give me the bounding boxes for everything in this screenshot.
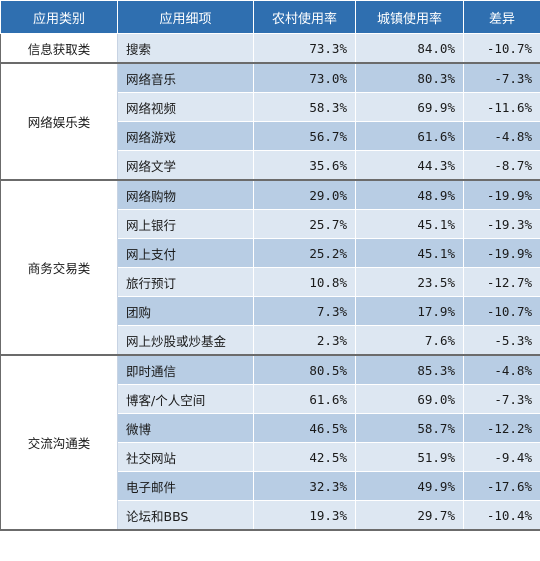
app-cell: 团购 bbox=[117, 296, 254, 326]
rural-rate-cell: 73.3% bbox=[253, 33, 356, 64]
app-cell: 网上银行 bbox=[117, 209, 254, 239]
diff-cell: -12.2% bbox=[463, 413, 540, 443]
rural-rate-cell: 19.3% bbox=[253, 500, 356, 531]
app-cell: 网上炒股或炒基金 bbox=[117, 325, 254, 356]
app-cell: 网络文学 bbox=[117, 150, 254, 181]
diff-cell: -19.9% bbox=[463, 238, 540, 268]
app-cell: 网络游戏 bbox=[117, 121, 254, 151]
urban-rate-cell: 51.9% bbox=[355, 442, 464, 472]
table-row: 网络视频 58.3% 69.9% -11.6% bbox=[1, 92, 540, 122]
table-row: 网络游戏 56.7% 61.6% -4.8% bbox=[1, 121, 540, 151]
diff-cell: -7.3% bbox=[463, 62, 540, 93]
category-cell: 信息获取类 bbox=[0, 33, 118, 64]
app-cell: 博客/个人空间 bbox=[117, 384, 254, 414]
rural-rate-cell: 35.6% bbox=[253, 150, 356, 181]
header-category: 应用类别 bbox=[0, 0, 118, 34]
urban-rate-cell: 84.0% bbox=[355, 33, 464, 64]
urban-rate-cell: 45.1% bbox=[355, 238, 464, 268]
app-cell: 即时通信 bbox=[117, 354, 254, 385]
app-cell: 网络视频 bbox=[117, 92, 254, 122]
app-cell: 社交网站 bbox=[117, 442, 254, 472]
urban-rate-cell: 69.0% bbox=[355, 384, 464, 414]
urban-rate-cell: 48.9% bbox=[355, 179, 464, 210]
urban-rate-cell: 23.5% bbox=[355, 267, 464, 297]
rural-rate-cell: 25.7% bbox=[253, 209, 356, 239]
rural-rate-cell: 7.3% bbox=[253, 296, 356, 326]
category-cell: 网络娱乐类 bbox=[0, 62, 118, 181]
header-rural: 农村使用率 bbox=[253, 0, 356, 34]
diff-cell: -10.4% bbox=[463, 500, 540, 531]
header-row: 应用类别 应用细项 农村使用率 城镇使用率 差异 bbox=[0, 0, 540, 34]
urban-rate-cell: 61.6% bbox=[355, 121, 464, 151]
rural-rate-cell: 32.3% bbox=[253, 471, 356, 501]
urban-rate-cell: 45.1% bbox=[355, 209, 464, 239]
header-app: 应用细项 bbox=[117, 0, 254, 34]
table-row: 旅行预订 10.8% 23.5% -12.7% bbox=[1, 267, 540, 297]
urban-rate-cell: 58.7% bbox=[355, 413, 464, 443]
app-cell: 网上支付 bbox=[117, 238, 254, 268]
rural-rate-cell: 80.5% bbox=[253, 354, 356, 385]
urban-rate-cell: 49.9% bbox=[355, 471, 464, 501]
diff-cell: -9.4% bbox=[463, 442, 540, 472]
table-row: 网上炒股或炒基金 2.3% 7.6% -5.3% bbox=[1, 325, 540, 356]
urban-rate-cell: 44.3% bbox=[355, 150, 464, 181]
diff-cell: -7.3% bbox=[463, 384, 540, 414]
table-row: 商务交易类 网络购物 29.0% 48.9% -19.9% bbox=[0, 179, 540, 356]
diff-cell: -19.9% bbox=[463, 179, 540, 210]
diff-cell: -8.7% bbox=[463, 150, 540, 181]
diff-cell: -4.8% bbox=[463, 121, 540, 151]
header-diff: 差异 bbox=[463, 0, 540, 34]
table-row: 网络娱乐类 网络音乐 73.0% 80.3% -7.3% bbox=[0, 62, 540, 181]
rural-rate-cell: 2.3% bbox=[253, 325, 356, 356]
diff-cell: -17.6% bbox=[463, 471, 540, 501]
app-cell: 电子邮件 bbox=[117, 471, 254, 501]
table-row: 网上银行 25.7% 45.1% -19.3% bbox=[1, 209, 540, 239]
rural-rate-cell: 56.7% bbox=[253, 121, 356, 151]
urban-rate-cell: 80.3% bbox=[355, 62, 464, 93]
table-row: 电子邮件 32.3% 49.9% -17.6% bbox=[1, 471, 540, 501]
diff-cell: -12.7% bbox=[463, 267, 540, 297]
table-row: 微博 46.5% 58.7% -12.2% bbox=[1, 413, 540, 443]
rural-rate-cell: 61.6% bbox=[253, 384, 356, 414]
table-row: 博客/个人空间 61.6% 69.0% -7.3% bbox=[1, 384, 540, 414]
app-cell: 搜索 bbox=[117, 33, 254, 64]
diff-cell: -19.3% bbox=[463, 209, 540, 239]
app-cell: 网络音乐 bbox=[117, 62, 254, 93]
urban-rate-cell: 17.9% bbox=[355, 296, 464, 326]
urban-rate-cell: 29.7% bbox=[355, 500, 464, 531]
table-row: 交流沟通类 即时通信 80.5% 85.3% -4.8% bbox=[0, 354, 540, 531]
table-row: 团购 7.3% 17.9% -10.7% bbox=[1, 296, 540, 326]
category-cell: 商务交易类 bbox=[0, 179, 118, 356]
urban-rate-cell: 69.9% bbox=[355, 92, 464, 122]
rural-rate-cell: 29.0% bbox=[253, 179, 356, 210]
urban-rate-cell: 85.3% bbox=[355, 354, 464, 385]
category-cell: 交流沟通类 bbox=[0, 354, 118, 531]
rural-rate-cell: 73.0% bbox=[253, 62, 356, 93]
table-row: 网络文学 35.6% 44.3% -8.7% bbox=[1, 150, 540, 181]
rural-rate-cell: 58.3% bbox=[253, 92, 356, 122]
diff-cell: -10.7% bbox=[463, 296, 540, 326]
rural-rate-cell: 25.2% bbox=[253, 238, 356, 268]
diff-cell: -11.6% bbox=[463, 92, 540, 122]
app-cell: 论坛和BBS bbox=[117, 500, 254, 531]
usage-comparison-table: 应用类别 应用细项 农村使用率 城镇使用率 差异 信息获取类 搜索 73.3% 84.… bbox=[0, 0, 540, 531]
table-row: 论坛和BBS 19.3% 29.7% -10.4% bbox=[1, 500, 540, 531]
app-cell: 微博 bbox=[117, 413, 254, 443]
rural-rate-cell: 46.5% bbox=[253, 413, 356, 443]
header-urban: 城镇使用率 bbox=[355, 0, 464, 34]
diff-cell: -5.3% bbox=[463, 325, 540, 356]
app-cell: 网络购物 bbox=[117, 179, 254, 210]
diff-cell: -10.7% bbox=[463, 33, 540, 64]
table-body: 信息获取类 搜索 73.3% 84.0% -10.7% 网络娱乐类 网络音乐 73.0% 80.… bbox=[0, 33, 540, 531]
rural-rate-cell: 42.5% bbox=[253, 442, 356, 472]
table-row: 信息获取类 搜索 73.3% 84.0% -10.7% bbox=[0, 33, 540, 64]
urban-rate-cell: 7.6% bbox=[355, 325, 464, 356]
app-cell: 旅行预订 bbox=[117, 267, 254, 297]
diff-cell: -4.8% bbox=[463, 354, 540, 385]
rural-rate-cell: 10.8% bbox=[253, 267, 356, 297]
